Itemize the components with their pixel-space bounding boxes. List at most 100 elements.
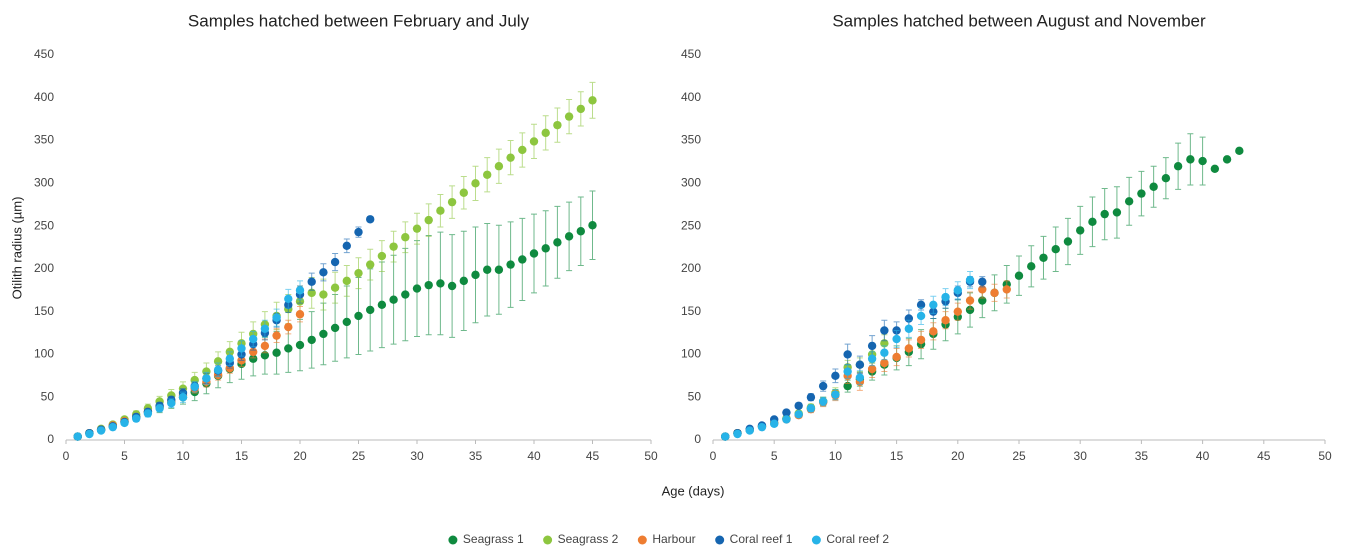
y-tick-label: 0 xyxy=(47,432,54,446)
point xyxy=(965,275,975,285)
x-tick-label: 30 xyxy=(1074,449,1088,463)
point xyxy=(564,112,574,121)
point xyxy=(120,418,129,428)
point xyxy=(880,326,889,335)
point xyxy=(588,96,597,105)
point xyxy=(319,329,328,339)
y-tick-label: 400 xyxy=(681,90,701,104)
point xyxy=(1088,217,1097,227)
point xyxy=(412,284,422,293)
point xyxy=(260,324,270,333)
point xyxy=(389,295,398,304)
series xyxy=(73,190,597,441)
point xyxy=(953,286,962,295)
point xyxy=(806,393,816,402)
point xyxy=(249,334,258,344)
point xyxy=(794,401,803,410)
point xyxy=(155,404,164,413)
chart-title: Samples hatched between February and Jul… xyxy=(188,11,530,30)
point xyxy=(412,224,422,233)
legend-marker xyxy=(715,535,725,545)
point xyxy=(892,352,901,362)
point xyxy=(782,415,791,424)
y-tick-label: 450 xyxy=(681,47,701,61)
y-axis-title: Otilith radius (µm) xyxy=(9,197,24,300)
point xyxy=(892,334,901,344)
point xyxy=(178,393,188,402)
point xyxy=(295,286,305,295)
point xyxy=(733,429,742,439)
series xyxy=(721,334,889,441)
legend-label: Harbour xyxy=(652,532,695,546)
point xyxy=(518,145,527,155)
point xyxy=(342,317,351,327)
point xyxy=(401,233,410,242)
point xyxy=(366,215,375,224)
point xyxy=(342,241,351,250)
point xyxy=(284,344,293,353)
point xyxy=(483,170,492,179)
point xyxy=(965,305,975,315)
point xyxy=(459,188,468,197)
point xyxy=(506,153,515,162)
point xyxy=(494,162,504,171)
point xyxy=(1161,174,1171,183)
point xyxy=(904,344,914,353)
point xyxy=(436,279,445,288)
point xyxy=(167,399,176,408)
point xyxy=(1137,189,1146,198)
point xyxy=(1235,146,1244,156)
point xyxy=(1002,285,1011,294)
point xyxy=(319,268,328,277)
y-tick-label: 250 xyxy=(681,218,701,232)
x-tick-label: 50 xyxy=(644,449,658,463)
x-tick-label: 30 xyxy=(410,449,424,463)
point xyxy=(529,137,539,146)
x-tick-label: 10 xyxy=(829,449,843,463)
point xyxy=(213,365,223,375)
x-tick-label: 5 xyxy=(771,449,778,463)
y-tick-label: 100 xyxy=(681,347,701,361)
point xyxy=(880,358,889,368)
point xyxy=(447,281,457,291)
x-tick-label: 50 xyxy=(1318,449,1332,463)
point xyxy=(284,294,293,304)
x-tick-label: 15 xyxy=(235,449,249,463)
legend-item: Coral reef 2 xyxy=(811,532,889,546)
point xyxy=(401,290,410,299)
x-tick-label: 15 xyxy=(890,449,904,463)
point xyxy=(225,354,234,363)
point xyxy=(978,277,987,286)
series xyxy=(73,280,305,441)
y-tick-label: 0 xyxy=(694,432,701,446)
point xyxy=(295,340,305,350)
x-tick-label: 45 xyxy=(1257,449,1271,463)
point xyxy=(307,277,316,286)
point xyxy=(855,373,865,382)
point xyxy=(529,249,539,258)
y-tick-label: 350 xyxy=(34,133,54,147)
point xyxy=(867,354,877,363)
x-tick-label: 20 xyxy=(293,449,307,463)
series xyxy=(73,306,305,441)
point xyxy=(330,257,340,267)
point xyxy=(354,268,363,278)
series xyxy=(721,280,1011,441)
point xyxy=(190,382,199,392)
series xyxy=(721,270,975,441)
point xyxy=(471,270,480,280)
x-axis-title: Age (days) xyxy=(662,483,725,498)
point xyxy=(354,311,363,321)
point xyxy=(818,397,828,406)
legend-label: Seagrass 1 xyxy=(463,532,524,546)
point xyxy=(782,408,791,417)
point xyxy=(721,432,730,441)
x-tick-label: 5 xyxy=(121,449,128,463)
point xyxy=(929,300,938,310)
y-tick-label: 400 xyxy=(34,90,54,104)
x-tick-label: 45 xyxy=(586,449,600,463)
point xyxy=(843,350,852,359)
point xyxy=(990,288,999,298)
